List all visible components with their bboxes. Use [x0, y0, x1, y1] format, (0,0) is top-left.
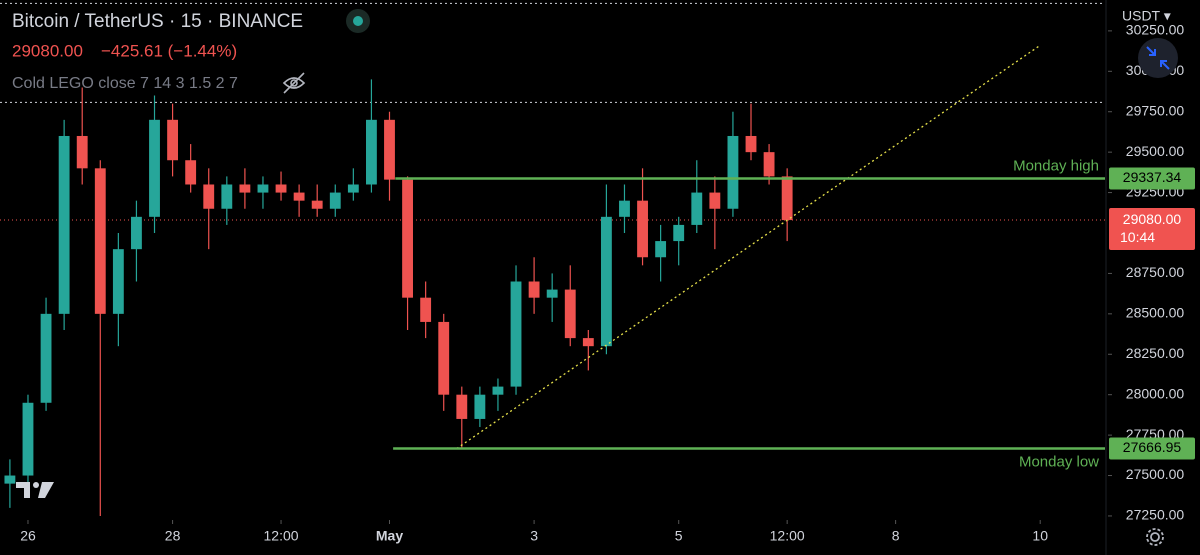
x-tick-label: 12:00	[770, 528, 805, 544]
candle-body	[311, 200, 323, 209]
logo	[16, 482, 54, 498]
candle-body	[275, 184, 287, 193]
candle-body	[637, 200, 648, 258]
candle-body	[546, 289, 558, 298]
level-price-tag	[1109, 167, 1195, 190]
y-tick-label: 28000.00	[1126, 385, 1185, 401]
y-tick-label: 29750.00	[1126, 102, 1185, 118]
y-tick-label: 27250.00	[1126, 507, 1185, 523]
hide-icon[interactable]	[282, 72, 306, 94]
candle-body	[582, 338, 594, 347]
candle-body	[112, 249, 124, 314]
status-dot	[353, 16, 363, 26]
candle-body	[456, 394, 468, 419]
candle-body	[131, 216, 142, 250]
y-tick-label: 29500.00	[1126, 143, 1185, 159]
last-price: 29080.00	[12, 41, 83, 60]
candle-body	[347, 184, 359, 193]
collapse-button[interactable]	[1138, 38, 1178, 78]
candle-body	[329, 192, 341, 209]
x-tick-label: 8	[892, 528, 900, 544]
y-tick-label: 28250.00	[1126, 345, 1185, 361]
last-price-tag	[1109, 208, 1195, 251]
price-change: −425.61 (−1.44%)	[101, 41, 237, 60]
candle-body	[203, 184, 215, 209]
level-price-tag	[1109, 437, 1195, 460]
x-tick-label: 28	[165, 528, 181, 544]
candle-body	[528, 281, 540, 298]
candle-body	[673, 224, 685, 242]
candle-body	[293, 192, 305, 201]
candle-body	[727, 135, 739, 209]
candle-body	[564, 289, 576, 339]
y-tick-label: 28500.00	[1126, 305, 1185, 321]
candle-body	[94, 168, 106, 314]
candle-body	[420, 297, 432, 322]
candle-body	[474, 394, 486, 419]
x-tick-label: 12:00	[264, 528, 299, 544]
candle-body	[763, 152, 775, 177]
candle-body	[492, 386, 504, 395]
candle-body	[257, 184, 269, 193]
trendline	[456, 44, 1041, 450]
candle-body	[58, 135, 70, 314]
x-tick-label: 10	[1032, 528, 1048, 544]
last-price-tag-label: 29080.00	[1123, 211, 1182, 227]
candle-body	[185, 160, 197, 185]
candle-body	[402, 179, 413, 298]
candle-body	[40, 313, 52, 403]
candle-body	[619, 200, 630, 217]
candle-body	[709, 192, 721, 209]
settings-icon[interactable]	[1146, 528, 1164, 546]
candle-body	[384, 119, 395, 180]
countdown-label: 10:44	[1120, 229, 1155, 245]
candle-body	[438, 321, 450, 395]
overlay: Bitcoin / TetherUS · 15 · BINANCE 29080.…	[12, 8, 1195, 546]
y-tick-label: 27500.00	[1126, 466, 1185, 482]
level-label: Monday low	[1019, 454, 1099, 471]
y-tick-label: 30250.00	[1126, 22, 1185, 38]
candle-body	[745, 135, 757, 153]
chart-title: Bitcoin / TetherUS · 15 · BINANCE	[12, 11, 303, 32]
x-tick-label: May	[376, 528, 403, 544]
level-price-label: 27666.95	[1123, 439, 1182, 455]
candle-body	[510, 281, 522, 387]
candle-body	[781, 176, 793, 221]
candle-body	[239, 184, 251, 193]
collapse-icon	[1146, 46, 1170, 70]
candle-body	[691, 192, 703, 225]
candle-body	[365, 119, 377, 185]
currency-selector[interactable]: USDT ▾	[1122, 8, 1171, 24]
x-tick-label: 3	[530, 528, 538, 544]
x-tick-label: 5	[675, 528, 683, 544]
candle-body	[4, 475, 16, 484]
candle-body	[221, 184, 233, 209]
candle-body	[76, 135, 88, 169]
candle-body	[149, 119, 160, 217]
y-tick-label: 28750.00	[1126, 264, 1185, 280]
level-price-label: 29337.34	[1123, 169, 1182, 185]
candle-body	[655, 241, 667, 258]
candle-body	[22, 402, 34, 476]
candle-body	[600, 216, 612, 347]
x-tick-label: 26	[20, 528, 36, 544]
candle-body	[167, 119, 179, 161]
indicator-label: Cold LEGO close 7 14 3 1.5 2 7	[12, 75, 238, 92]
level-label: Monday high	[1013, 157, 1099, 174]
